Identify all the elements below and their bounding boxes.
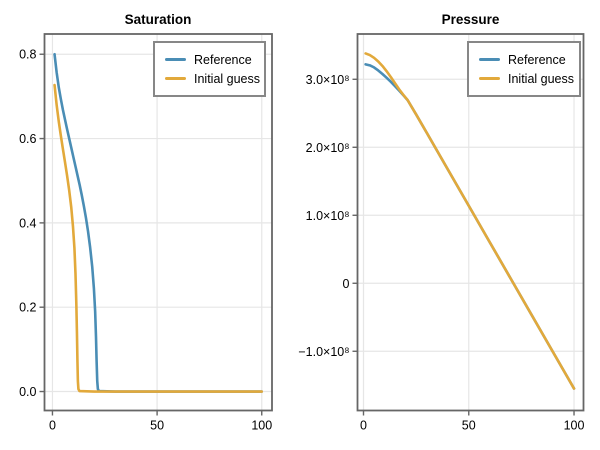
legend-swatch-line — [479, 58, 500, 61]
y-tick-label: −1.0×10⁸ — [298, 345, 349, 359]
legend-item: Initial guess — [165, 72, 260, 86]
y-tick-label: 1.0×10⁸ — [306, 209, 350, 223]
legend-item-label: Initial guess — [194, 71, 261, 86]
series-line-reference — [53, 52, 264, 393]
y-tick-label: 0 — [343, 277, 350, 291]
legend-item-label: Reference — [194, 52, 252, 67]
plot-frame — [356, 33, 585, 412]
legend-item-label: Reference — [508, 52, 566, 67]
y-tick-label: 0.4 — [19, 216, 36, 230]
y-tick-label: 0.0 — [19, 385, 36, 399]
x-tick-label: 100 — [564, 419, 585, 433]
legend-swatch-line — [479, 77, 500, 80]
series-line-initial-guess — [53, 83, 264, 393]
legend-swatch-line — [165, 77, 186, 80]
pressure-plot-title: Pressure — [441, 12, 500, 27]
legend: Reference Initial guess — [153, 41, 266, 97]
y-tick-label: 0.6 — [19, 132, 36, 146]
legend-item: Reference — [165, 53, 254, 67]
x-tick-label: 50 — [462, 419, 476, 433]
saturation-plot: 0 50 100 0.0 0.2 0.4 0.6 0.8 — [19, 33, 273, 433]
x-tick-label: 100 — [251, 419, 272, 433]
x-tick-label: 0 — [49, 419, 56, 433]
legend-item-label: Initial guess — [508, 71, 575, 86]
saturation-plot-title: Saturation — [124, 12, 192, 27]
legend: Reference Initial guess — [467, 41, 581, 97]
x-tick-label: 50 — [150, 419, 164, 433]
y-tick-label: 0.2 — [19, 301, 36, 315]
legend-swatch-line — [165, 58, 186, 61]
y-tick-label: 0.8 — [19, 48, 36, 62]
y-tick-label: 3.0×10⁸ — [306, 73, 350, 87]
legend-item: Reference — [479, 53, 569, 67]
y-tick-label: 2.0×10⁸ — [306, 141, 350, 155]
series-line-initial-guess — [364, 52, 576, 390]
x-tick-label: 0 — [360, 419, 367, 433]
legend-item: Initial guess — [479, 72, 574, 86]
series-line-reference — [364, 63, 576, 390]
